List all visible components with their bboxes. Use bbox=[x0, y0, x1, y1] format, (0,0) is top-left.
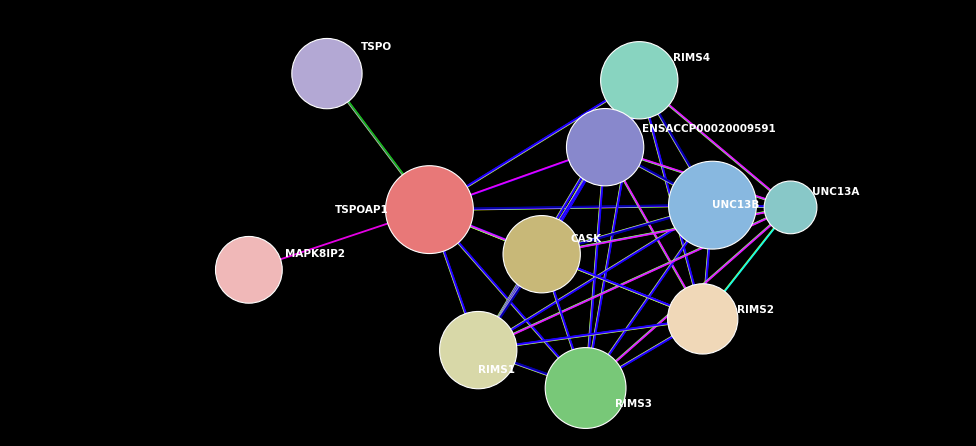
Text: RIMS4: RIMS4 bbox=[673, 53, 711, 63]
Ellipse shape bbox=[764, 181, 817, 234]
Text: RIMS2: RIMS2 bbox=[737, 305, 774, 315]
Text: UNC13B: UNC13B bbox=[712, 200, 760, 210]
Text: TSPOAP1: TSPOAP1 bbox=[335, 205, 388, 215]
Text: ENSACCP00020009591: ENSACCP00020009591 bbox=[642, 124, 776, 134]
Ellipse shape bbox=[546, 347, 626, 429]
Text: RIMS3: RIMS3 bbox=[615, 399, 652, 409]
Ellipse shape bbox=[503, 215, 581, 293]
Text: MAPK8IP2: MAPK8IP2 bbox=[285, 249, 345, 259]
Ellipse shape bbox=[668, 284, 738, 354]
Ellipse shape bbox=[292, 38, 362, 109]
Ellipse shape bbox=[216, 236, 282, 303]
Text: TSPO: TSPO bbox=[361, 42, 392, 52]
Text: UNC13A: UNC13A bbox=[812, 187, 860, 197]
Text: RIMS1: RIMS1 bbox=[478, 365, 515, 375]
Ellipse shape bbox=[386, 166, 473, 253]
Ellipse shape bbox=[669, 161, 756, 249]
Ellipse shape bbox=[439, 311, 517, 389]
Ellipse shape bbox=[566, 108, 644, 186]
Ellipse shape bbox=[600, 41, 678, 119]
Text: CASK: CASK bbox=[571, 234, 602, 244]
